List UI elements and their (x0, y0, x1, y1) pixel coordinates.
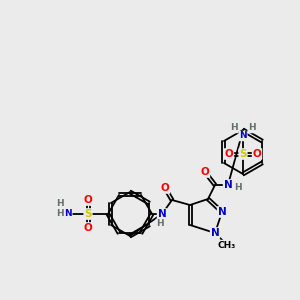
Text: N: N (239, 131, 247, 140)
Text: O: O (253, 149, 261, 159)
Text: S: S (84, 209, 92, 219)
Text: O: O (201, 167, 209, 177)
Text: CH₃: CH₃ (218, 241, 236, 250)
Text: S: S (239, 149, 247, 159)
Text: O: O (84, 195, 92, 205)
Text: H: H (156, 220, 164, 229)
Text: N: N (218, 207, 226, 217)
Text: N: N (158, 209, 166, 219)
Text: H: H (56, 200, 64, 208)
Text: N: N (224, 180, 232, 190)
Text: H: H (230, 124, 238, 133)
Text: H: H (248, 124, 256, 133)
Text: H: H (56, 209, 64, 218)
Text: O: O (225, 149, 233, 159)
Text: O: O (84, 223, 92, 233)
Text: H: H (234, 182, 242, 191)
Text: O: O (160, 183, 169, 193)
Text: N: N (211, 228, 219, 238)
Text: N: N (64, 209, 72, 218)
